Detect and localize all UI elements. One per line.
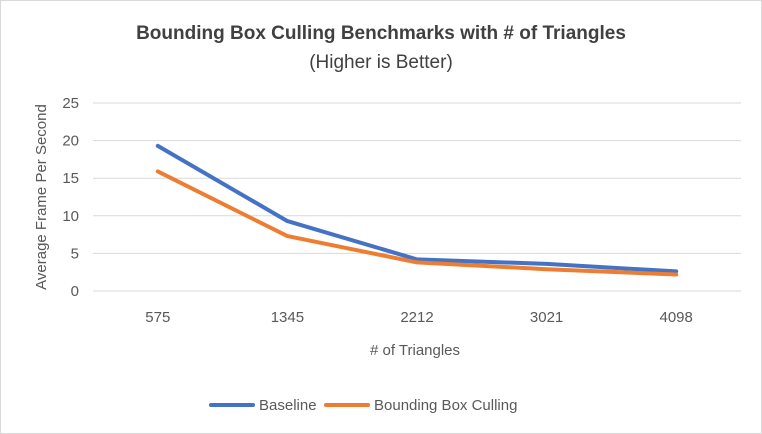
y-tick-label: 15 — [62, 170, 79, 187]
legend-label: Baseline — [259, 397, 317, 414]
x-axis-ticks: 575 1345 2212 3021 4098 — [145, 309, 693, 326]
x-tick-label: 2212 — [400, 309, 433, 326]
y-tick-label: 5 — [71, 245, 79, 262]
legend: Baseline Bounding Box Culling — [209, 397, 517, 414]
x-tick-label: 3021 — [530, 309, 563, 326]
gridlines — [93, 102, 741, 292]
legend-label: Bounding Box Culling — [374, 397, 517, 414]
y-tick-label: 0 — [71, 283, 79, 300]
x-tick-label: 575 — [145, 309, 170, 326]
chart-title: Bounding Box Culling Benchmarks with # o… — [136, 23, 626, 44]
x-tick-label: 1345 — [271, 309, 304, 326]
series-lines — [155, 143, 679, 277]
y-axis-title: Average Frame Per Second — [33, 104, 50, 290]
y-tick-label: 10 — [62, 208, 79, 225]
x-axis-title: # of Triangles — [370, 342, 460, 359]
y-axis-ticks: 0 5 10 15 20 25 — [62, 95, 79, 300]
x-tick-label: 4098 — [660, 309, 693, 326]
y-tick-label: 20 — [62, 133, 79, 150]
chart-subtitle: (Higher is Better) — [309, 52, 453, 73]
y-tick-label: 25 — [62, 95, 79, 112]
